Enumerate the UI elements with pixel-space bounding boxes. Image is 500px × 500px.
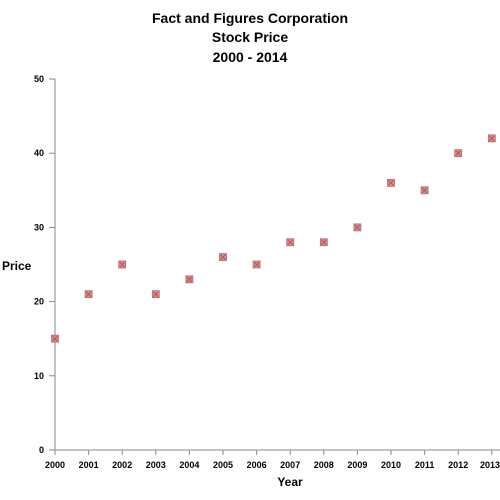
data-point xyxy=(84,290,93,299)
data-point xyxy=(118,260,127,269)
y-tick-label: 40 xyxy=(34,148,44,158)
x-tick-label: 2005 xyxy=(213,460,233,470)
data-point xyxy=(151,290,160,299)
x-axis-ticks: 2000 2001 2002 2003 2004 2005 2006 2007 2008 2009… xyxy=(45,450,500,470)
x-tick-label: 2008 xyxy=(314,460,334,470)
y-tick-label: 10 xyxy=(34,371,44,381)
x-tick-label: 2012 xyxy=(448,460,468,470)
y-tick-label: 50 xyxy=(34,74,44,84)
y-axis-label: Price xyxy=(2,259,32,273)
data-point xyxy=(487,134,496,143)
x-tick-label: 2010 xyxy=(381,460,401,470)
data-point xyxy=(420,186,429,195)
data-point xyxy=(387,178,395,187)
x-tick-label: 2006 xyxy=(247,460,267,470)
x-tick-label: 2009 xyxy=(347,460,367,470)
x-tick-label: 2001 xyxy=(79,460,99,470)
x-tick-label: 2004 xyxy=(179,460,199,470)
chart-title-line-2: Stock Price xyxy=(212,29,288,45)
data-point xyxy=(51,334,59,343)
x-tick-label: 2013 xyxy=(480,460,500,470)
chart-title-line-3: 2000 - 2014 xyxy=(213,49,288,65)
data-point xyxy=(185,275,194,284)
x-tick-label: 2003 xyxy=(146,460,166,470)
chart-title-line-1: Fact and Figures Corporation xyxy=(152,10,348,26)
data-point xyxy=(252,260,261,269)
x-tick-label: 2002 xyxy=(112,460,132,470)
y-axis-ticks: 0 10 20 30 40 50 xyxy=(34,74,55,455)
x-tick-label: 2000 xyxy=(45,460,65,470)
y-tick-label: 30 xyxy=(34,222,44,232)
data-point xyxy=(353,223,362,232)
data-point xyxy=(219,253,227,261)
data-point xyxy=(454,149,463,158)
y-tick-label: 0 xyxy=(39,445,44,455)
x-tick-label: 2007 xyxy=(280,460,300,470)
data-point xyxy=(286,238,295,247)
data-point xyxy=(319,238,328,247)
data-points xyxy=(51,134,496,343)
x-tick-label: 2011 xyxy=(415,460,435,470)
x-axis-label: Year xyxy=(277,475,303,489)
y-tick-label: 20 xyxy=(34,297,44,307)
